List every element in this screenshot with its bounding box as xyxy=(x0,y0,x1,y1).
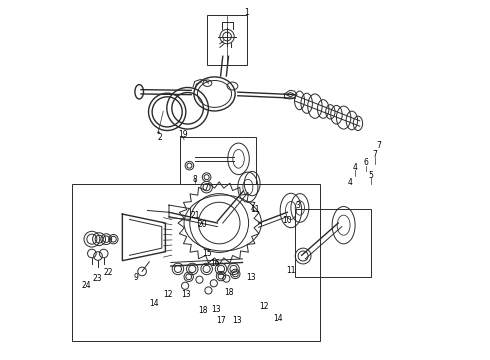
Text: 3: 3 xyxy=(295,201,300,210)
Text: 10: 10 xyxy=(283,216,292,225)
Text: 13: 13 xyxy=(181,289,191,298)
Bar xyxy=(295,209,370,277)
Text: 18: 18 xyxy=(224,288,234,297)
Text: 17: 17 xyxy=(216,316,225,325)
Text: 15: 15 xyxy=(202,249,212,258)
Bar xyxy=(207,15,247,65)
Text: 23: 23 xyxy=(93,274,102,283)
Text: 8: 8 xyxy=(193,175,197,184)
Text: 7: 7 xyxy=(377,141,382,150)
Text: 11: 11 xyxy=(250,205,260,214)
Text: 16: 16 xyxy=(210,259,220,268)
Text: 14: 14 xyxy=(149,299,158,308)
Text: 5: 5 xyxy=(368,171,373,180)
Text: 9: 9 xyxy=(133,273,138,282)
Text: 22: 22 xyxy=(103,268,113,277)
Text: 1: 1 xyxy=(245,8,249,17)
Text: 12: 12 xyxy=(163,289,172,298)
Text: 14: 14 xyxy=(273,314,283,323)
Text: 4: 4 xyxy=(347,178,352,187)
Text: 24: 24 xyxy=(82,281,91,290)
Text: 21: 21 xyxy=(191,211,200,220)
Text: 18: 18 xyxy=(198,306,207,315)
Text: 13: 13 xyxy=(246,273,256,282)
Bar xyxy=(180,137,256,184)
Text: 13: 13 xyxy=(232,316,242,325)
Bar xyxy=(72,184,320,341)
Text: 7: 7 xyxy=(372,150,377,159)
Text: 13: 13 xyxy=(211,305,220,314)
Text: 11: 11 xyxy=(286,266,295,275)
Text: 19: 19 xyxy=(178,130,188,139)
Text: 6: 6 xyxy=(364,158,368,167)
Text: 12: 12 xyxy=(259,302,269,311)
Text: 4: 4 xyxy=(353,163,358,172)
Text: 20: 20 xyxy=(197,220,207,229)
Text: 2: 2 xyxy=(157,133,162,142)
